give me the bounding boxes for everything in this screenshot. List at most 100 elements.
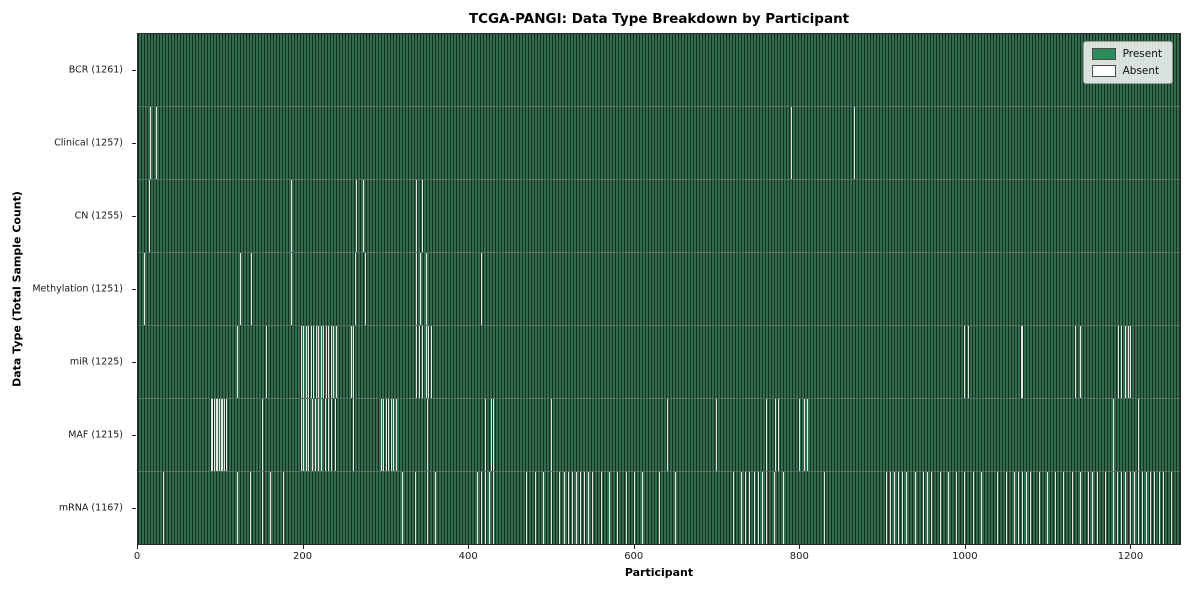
absent-mark [761,472,763,544]
absent-mark [551,472,553,544]
y-tick-label-Clinical: Clinical (1257) [54,137,123,149]
absent-mark [1030,472,1032,544]
absent-mark [393,399,395,471]
y-tick-mark [132,289,136,290]
absent-mark [625,472,627,544]
absent-mark [782,472,784,544]
absent-mark [551,399,553,471]
y-tick-mark [132,362,136,364]
absent-mark [261,399,263,471]
absent-mark [220,399,222,471]
absent-mark [906,472,908,544]
absent-mark [1005,472,1007,544]
x-tick-label-400: 400 [458,551,478,562]
absent-mark [419,253,421,325]
absent-mark [584,472,586,544]
x-tick-label-200: 200 [293,551,313,562]
y-tick-label-miR: miR (1225) [69,356,123,368]
absent-mark [1158,472,1160,544]
legend-entry-absent: Absent [1091,65,1162,77]
absent-mark [749,472,751,544]
absent-mark [395,399,397,471]
x-tick-label-800: 800 [789,551,809,562]
absent-mark [658,472,660,544]
absent-mark [493,399,495,471]
absent-mark [237,472,239,544]
absent-mark [249,472,251,544]
absent-mark [609,472,610,544]
absent-mark [402,472,404,544]
absent-mark [237,326,239,398]
absent-mark [427,399,429,471]
absent-mark [588,472,590,544]
absent-mark [1088,472,1090,544]
absent-mark [902,472,904,544]
absent-mark [766,399,767,471]
absent-mark [790,107,792,179]
absent-mark [745,472,747,544]
absent-mark [217,399,219,471]
absent-mark [352,399,354,471]
absent-mark [310,326,312,398]
absent-mark [923,472,924,544]
absent-mark [162,472,164,544]
absent-mark [567,472,569,544]
absent-mark [324,399,326,471]
absent-mark [282,472,284,544]
absent-mark [365,253,367,325]
x-tick-mark [799,545,801,549]
absent-mark [894,472,896,544]
absent-mark [240,253,242,325]
absent-mark [1092,472,1094,544]
x-axis-label: Participant [624,566,694,579]
absent-mark [251,253,253,325]
absent-mark [1117,472,1119,544]
x-tick-mark [137,545,138,549]
absent-mark [732,472,734,544]
absent-mark [321,399,323,471]
absent-mark [1113,472,1115,544]
absent-mark [430,326,432,398]
heatmap-row-CN [138,179,1180,252]
absent-mark [328,399,330,471]
y-tick-mark [132,435,136,437]
absent-mark [476,472,478,544]
absent-mark [1038,472,1040,544]
absent-mark [380,399,382,471]
absent-mark [807,399,809,471]
absent-mark [964,472,966,544]
legend-label-absent: Absent [1122,65,1160,77]
absent-mark [1020,326,1022,398]
absent-mark [318,399,320,471]
absent-mark [303,399,305,471]
absent-mark [1075,326,1077,398]
absent-mark [218,399,220,471]
y-axis-label: Data Type (Total Sample Count) [10,191,24,387]
absent-mark [1046,472,1048,544]
absent-mark [266,326,268,398]
absent-mark [490,399,492,471]
absent-mark [333,326,334,398]
absent-mark [489,472,491,544]
present-swatch [1091,48,1116,60]
absent-mark [580,472,582,544]
heatmap-row-Methylation [138,252,1180,325]
absent-mark [1113,399,1115,471]
absent-mark [415,180,417,252]
absent-mark [356,180,358,252]
absent-mark [1018,472,1020,544]
absent-mark [927,472,929,544]
absent-mark [753,472,755,544]
absent-mark [1071,472,1073,544]
absent-mark [1129,472,1131,544]
absent-mark [148,180,150,252]
absent-mark [331,399,333,471]
legend-label-present: Present [1122,48,1162,60]
absent-mark [757,472,759,544]
absent-mark [485,472,487,544]
absent-mark [799,399,801,471]
absent-mark [914,472,916,544]
absent-mark [1125,472,1127,544]
absent-mark [563,472,565,544]
absent-mark [997,472,999,544]
